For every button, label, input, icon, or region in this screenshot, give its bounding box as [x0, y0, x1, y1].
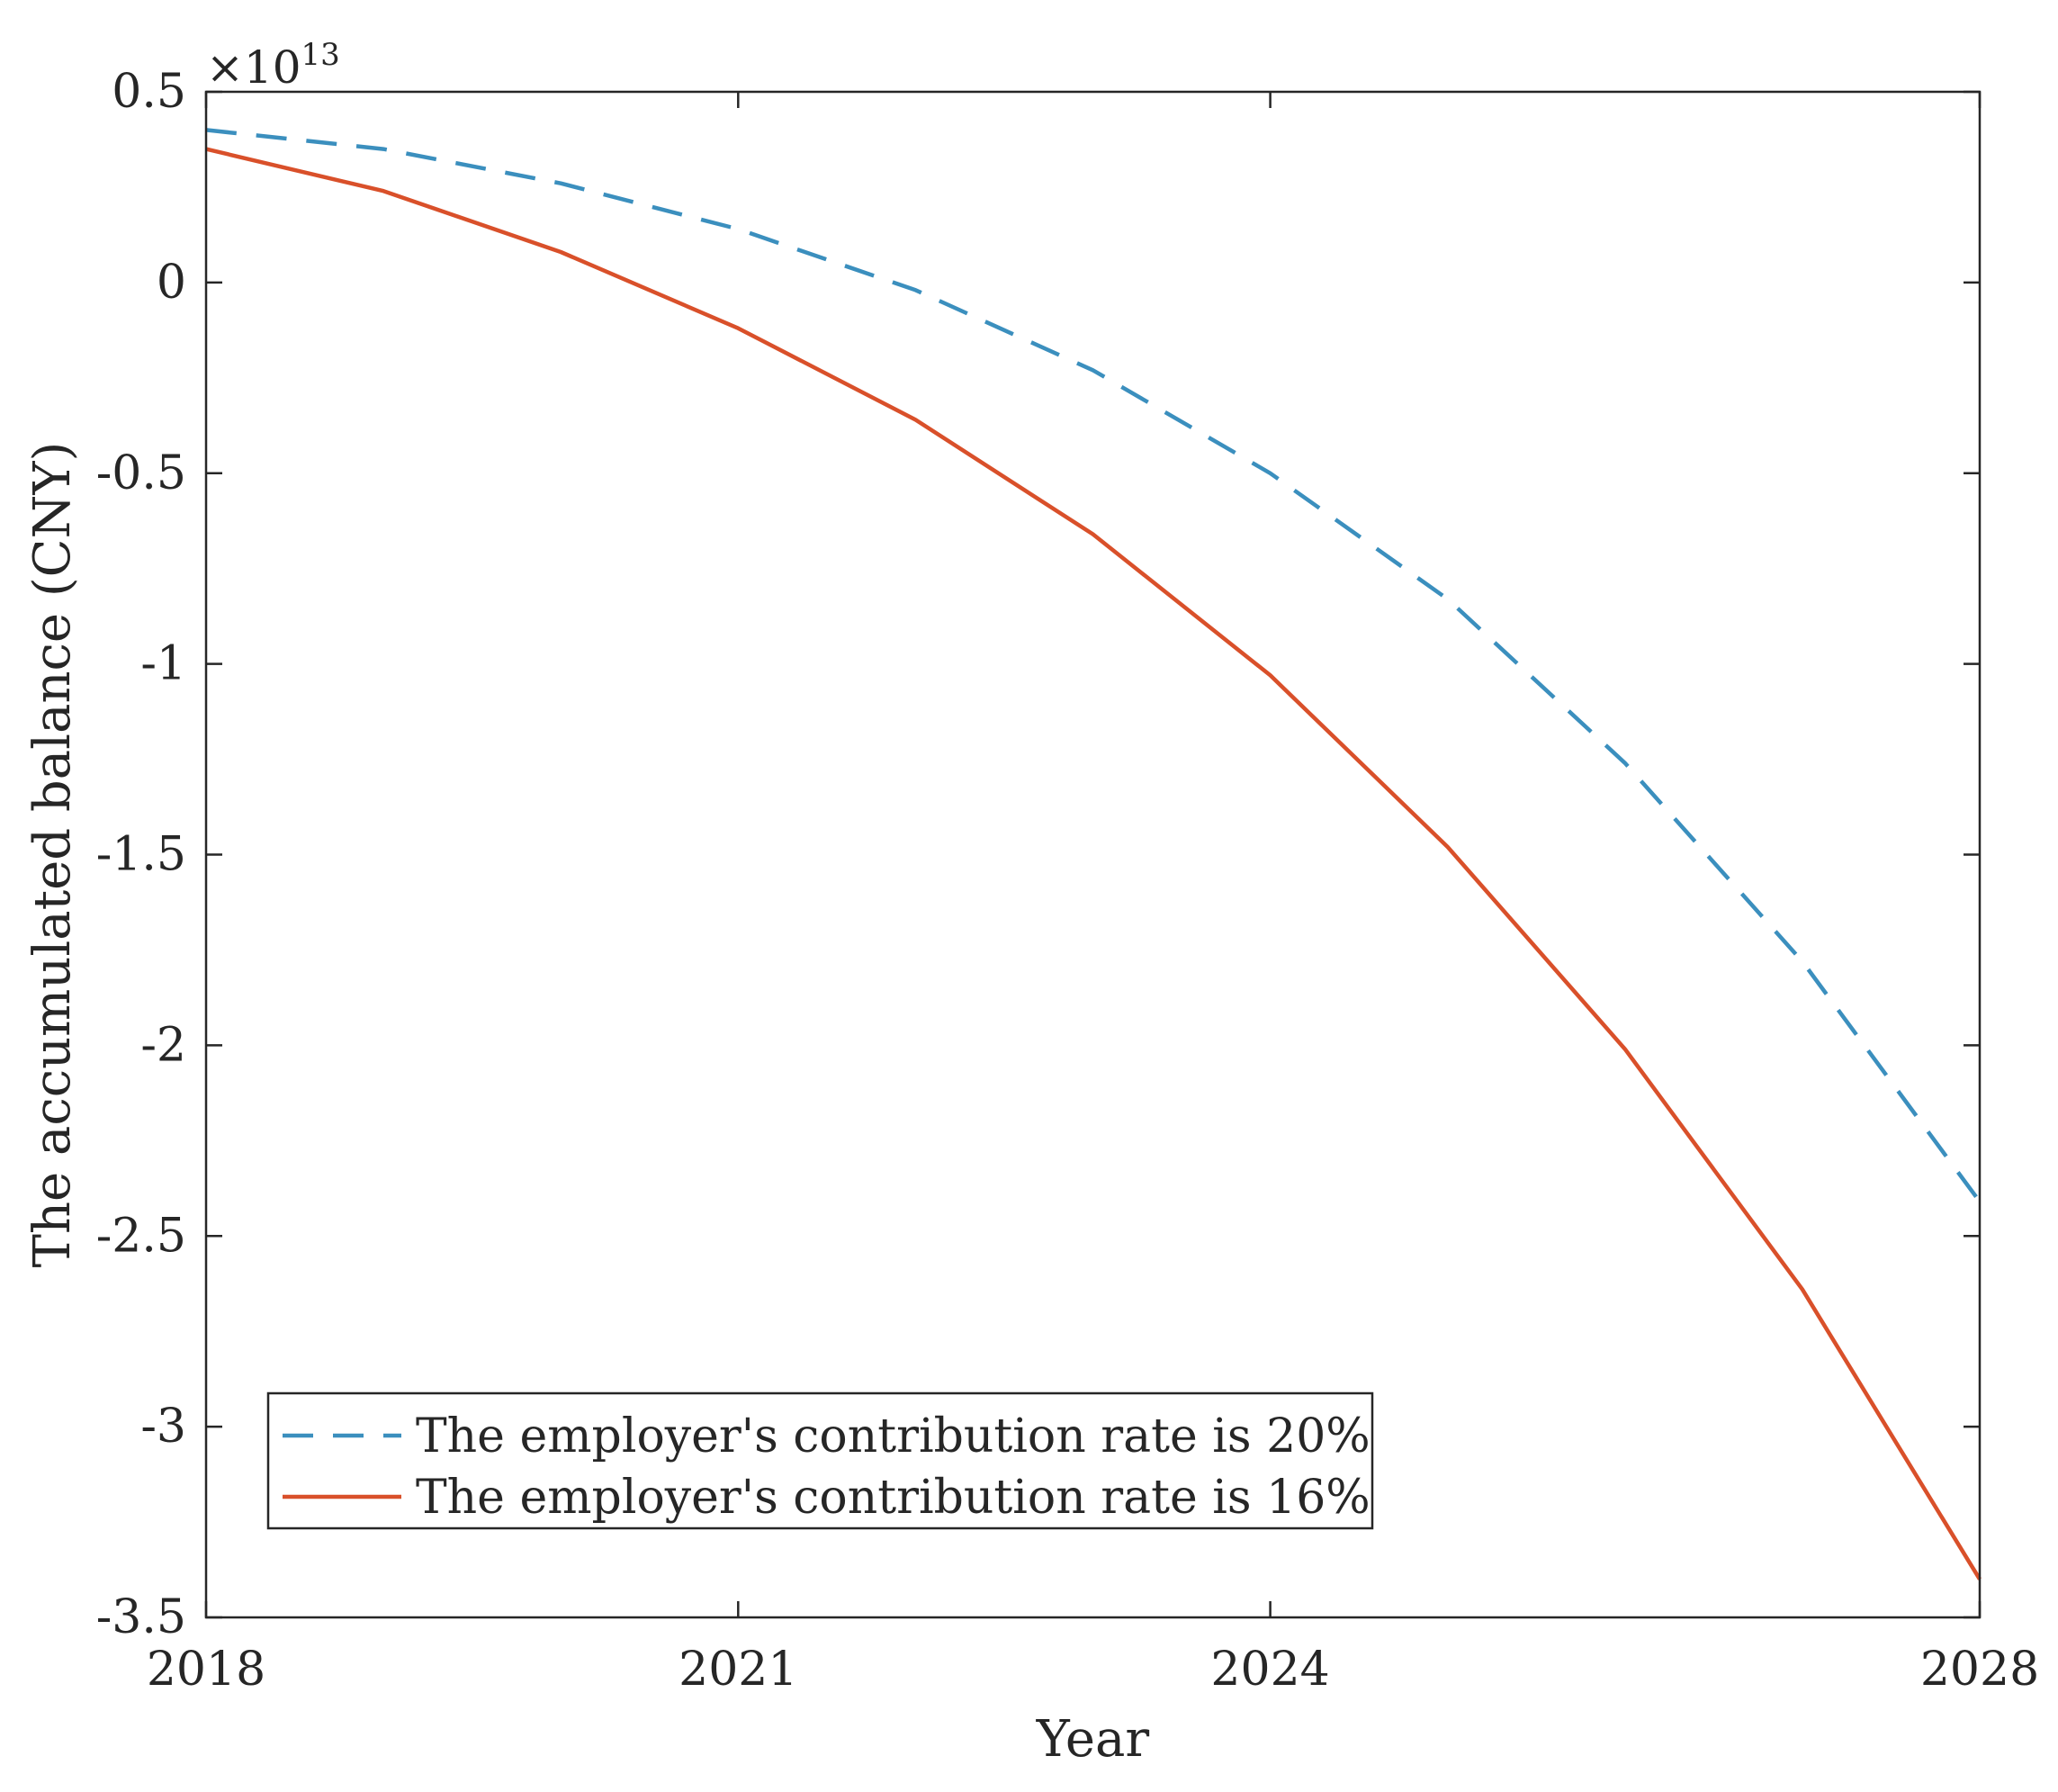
- ticks-layer: [204, 90, 1982, 1619]
- series-line-2: [205, 147, 1982, 1580]
- y-tick-label: 0.5: [112, 65, 186, 119]
- y-axis-exponent-base: ×10: [206, 41, 301, 94]
- y-tick-label: -1: [140, 637, 186, 691]
- legend-label-series-1: The employer's contribution rate is 20%: [416, 1409, 1371, 1463]
- series-layer: [205, 128, 1982, 1580]
- x-tick-label: 2028: [1920, 1643, 2039, 1697]
- y-tick-label: -0.5: [96, 446, 186, 500]
- x-tick-label: 2018: [147, 1643, 265, 1697]
- y-tick-label: -2: [140, 1018, 186, 1072]
- y-axis-exponent-power: 13: [301, 37, 340, 73]
- legend-box: [266, 1391, 1374, 1530]
- y-axis-exponent: ×1013: [206, 37, 340, 94]
- x-tick-label: 2021: [679, 1643, 797, 1697]
- x-tick-label: 2024: [1210, 1643, 1329, 1697]
- y-tick-label: -3.5: [96, 1590, 186, 1644]
- y-tick-label: -1.5: [96, 828, 186, 882]
- y-tick-label: 0: [157, 256, 186, 310]
- legend: The employer's contribution rate is 20% …: [266, 1391, 1374, 1530]
- y-axis-title: The accumulated balance (CNY): [23, 442, 82, 1268]
- series-line-1: [205, 128, 1982, 1203]
- y-tick-label: -3: [140, 1400, 186, 1454]
- y-tick-label: -2.5: [96, 1209, 186, 1263]
- legend-label-series-2: The employer's contribution rate is 16%: [416, 1471, 1371, 1525]
- x-axis-title: Year: [1036, 1710, 1150, 1769]
